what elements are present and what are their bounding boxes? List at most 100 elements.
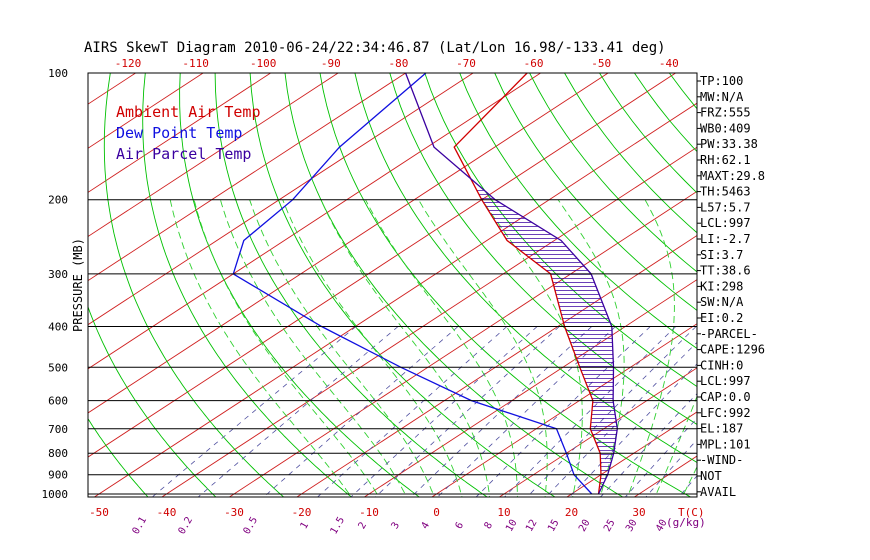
legend-entry: Ambient Air Temp	[116, 103, 261, 121]
mixing-ratio-line	[410, 326, 592, 497]
mixing-ratio-line	[374, 326, 560, 497]
index-entry: SW:N/A	[700, 295, 744, 309]
bottom-temp-tick: -20	[292, 506, 312, 519]
dry-adiabat-line	[424, 73, 697, 388]
mixing-ratio-label: 0.5	[242, 515, 261, 536]
chart-title: AIRS SkewT Diagram 2010-06-24/22:34:46.8…	[84, 40, 666, 56]
pressure-tick-label: 100	[48, 67, 68, 80]
isotherm-line	[88, 73, 271, 193]
bottom-temp-tick: 10	[497, 506, 510, 519]
dry-adiabat-line	[103, 73, 285, 497]
dry-adiabat-line	[142, 73, 353, 497]
cape-hatching	[476, 190, 618, 487]
index-entry: LFC:992	[700, 406, 751, 420]
mixing-ratio-label: 3	[390, 520, 403, 531]
index-entry: TT:38.6	[700, 264, 751, 278]
moist-adiabat-line	[193, 199, 380, 497]
mixing-ratio-label: 0.1	[131, 515, 150, 536]
isotherm-line	[228, 190, 697, 497]
top-temp-tick: -120	[115, 57, 142, 70]
index-entry: TP:100	[700, 74, 743, 88]
dry-adiabat-lines	[88, 73, 870, 503]
mixing-ratio-line	[624, 417, 697, 497]
pressure-tick-labels: 100 200 300 400 500 600 700 800 900 1000	[42, 67, 69, 501]
index-entry: LI:-2.7	[700, 232, 751, 246]
moist-adiabat-line	[481, 199, 583, 497]
index-entry: AVAIL	[700, 485, 736, 499]
dry-adiabat-line	[354, 73, 697, 463]
dry-adiabat-line	[774, 73, 870, 503]
index-entry: KI:298	[700, 279, 743, 293]
plot-frame	[87, 72, 698, 498]
index-entry: PW:33.38	[700, 137, 758, 151]
index-entry: MAXT:29.8	[700, 169, 765, 183]
bottom-temperature-ticks: -50 -40 -30 -20 -10 0 10 20 30	[89, 506, 646, 519]
pressure-tick-label: 400	[48, 320, 68, 333]
isotherm-line	[161, 146, 697, 497]
index-entry: CAPE:1296	[700, 343, 765, 357]
pressure-tick-label: 600	[48, 395, 68, 408]
dry-adiabat-line	[88, 417, 149, 497]
index-entry: L57:5.7	[700, 200, 751, 214]
series-line	[232, 73, 593, 495]
pressure-tick-label: 300	[48, 268, 68, 281]
mixing-ratio-label: 40	[654, 518, 670, 534]
mixing-ratio-line	[503, 326, 677, 497]
mixing-ratio-label: 6	[454, 520, 467, 531]
mixing-ratio-label: 25	[602, 518, 618, 534]
isotherm-line	[363, 279, 697, 497]
pressure-tick-label: 900	[48, 469, 68, 482]
bottom-temp-tick: 0	[433, 506, 440, 519]
top-temperature-ticks: -120 -110 -100 -90 -80 -70 -60 -50 -40	[115, 57, 679, 70]
top-temp-tick: -80	[388, 57, 408, 70]
isotherm-line	[88, 73, 406, 282]
mixing-ratio-line	[316, 326, 508, 497]
top-temp-tick: -70	[456, 57, 476, 70]
index-entry: CAP:0.0	[700, 390, 751, 404]
mixing-ratio-line	[197, 326, 399, 497]
series-line	[453, 73, 602, 495]
isotherm-line	[88, 73, 339, 238]
index-entry: WB0:409	[700, 121, 751, 135]
top-temp-tick: -100	[250, 57, 277, 70]
mixing-ratio-line	[437, 326, 616, 497]
mixing-ratio-label: 2	[357, 520, 370, 531]
isotherm-line	[88, 73, 474, 326]
profile-series	[232, 73, 618, 495]
dry-adiabat-line	[739, 73, 870, 503]
isotherm-line	[0, 73, 68, 503]
moist-adiabat-line	[282, 199, 463, 497]
top-temp-tick: -50	[591, 57, 611, 70]
bottom-temp-tick: -10	[359, 506, 379, 519]
isotherm-line	[431, 323, 697, 497]
moist-adiabat-line	[627, 199, 675, 497]
bottom-temp-tick: -50	[89, 506, 109, 519]
isotherm-line	[296, 234, 697, 497]
mixing-ratio-label: 1	[299, 520, 312, 531]
dry-adiabat-line	[459, 73, 697, 350]
mixing-ratio-label: 12	[524, 518, 540, 534]
isotherm-line	[88, 73, 204, 149]
mixing-ratio-line	[545, 341, 697, 497]
mixing-ratio-label: 8	[483, 520, 496, 531]
mixing-ratio-line	[568, 363, 697, 497]
index-entry: TH:5463	[700, 185, 751, 199]
index-entry: SI:3.7	[700, 248, 743, 262]
mixing-ratio-line	[151, 326, 357, 497]
dry-adiabat-line	[529, 73, 697, 273]
dry-adiabat-line	[319, 73, 692, 497]
isotherm-line	[88, 73, 676, 458]
moist-adiabat-line	[219, 199, 408, 497]
dry-adiabat-line	[844, 73, 870, 503]
pressure-tick-label: 1000	[42, 488, 69, 501]
y-axis-label: PRESSURE (MB)	[71, 238, 85, 332]
top-temp-tick: -40	[659, 57, 679, 70]
mixing-ratio-label: 0.2	[177, 515, 196, 536]
index-entry: EL:187	[700, 422, 743, 436]
dry-adiabat-line	[809, 73, 870, 503]
index-entry: MPL:101	[700, 437, 751, 451]
top-temp-tick: -110	[182, 57, 209, 70]
series-line	[404, 73, 618, 495]
mixing-ratio-line	[526, 326, 697, 497]
